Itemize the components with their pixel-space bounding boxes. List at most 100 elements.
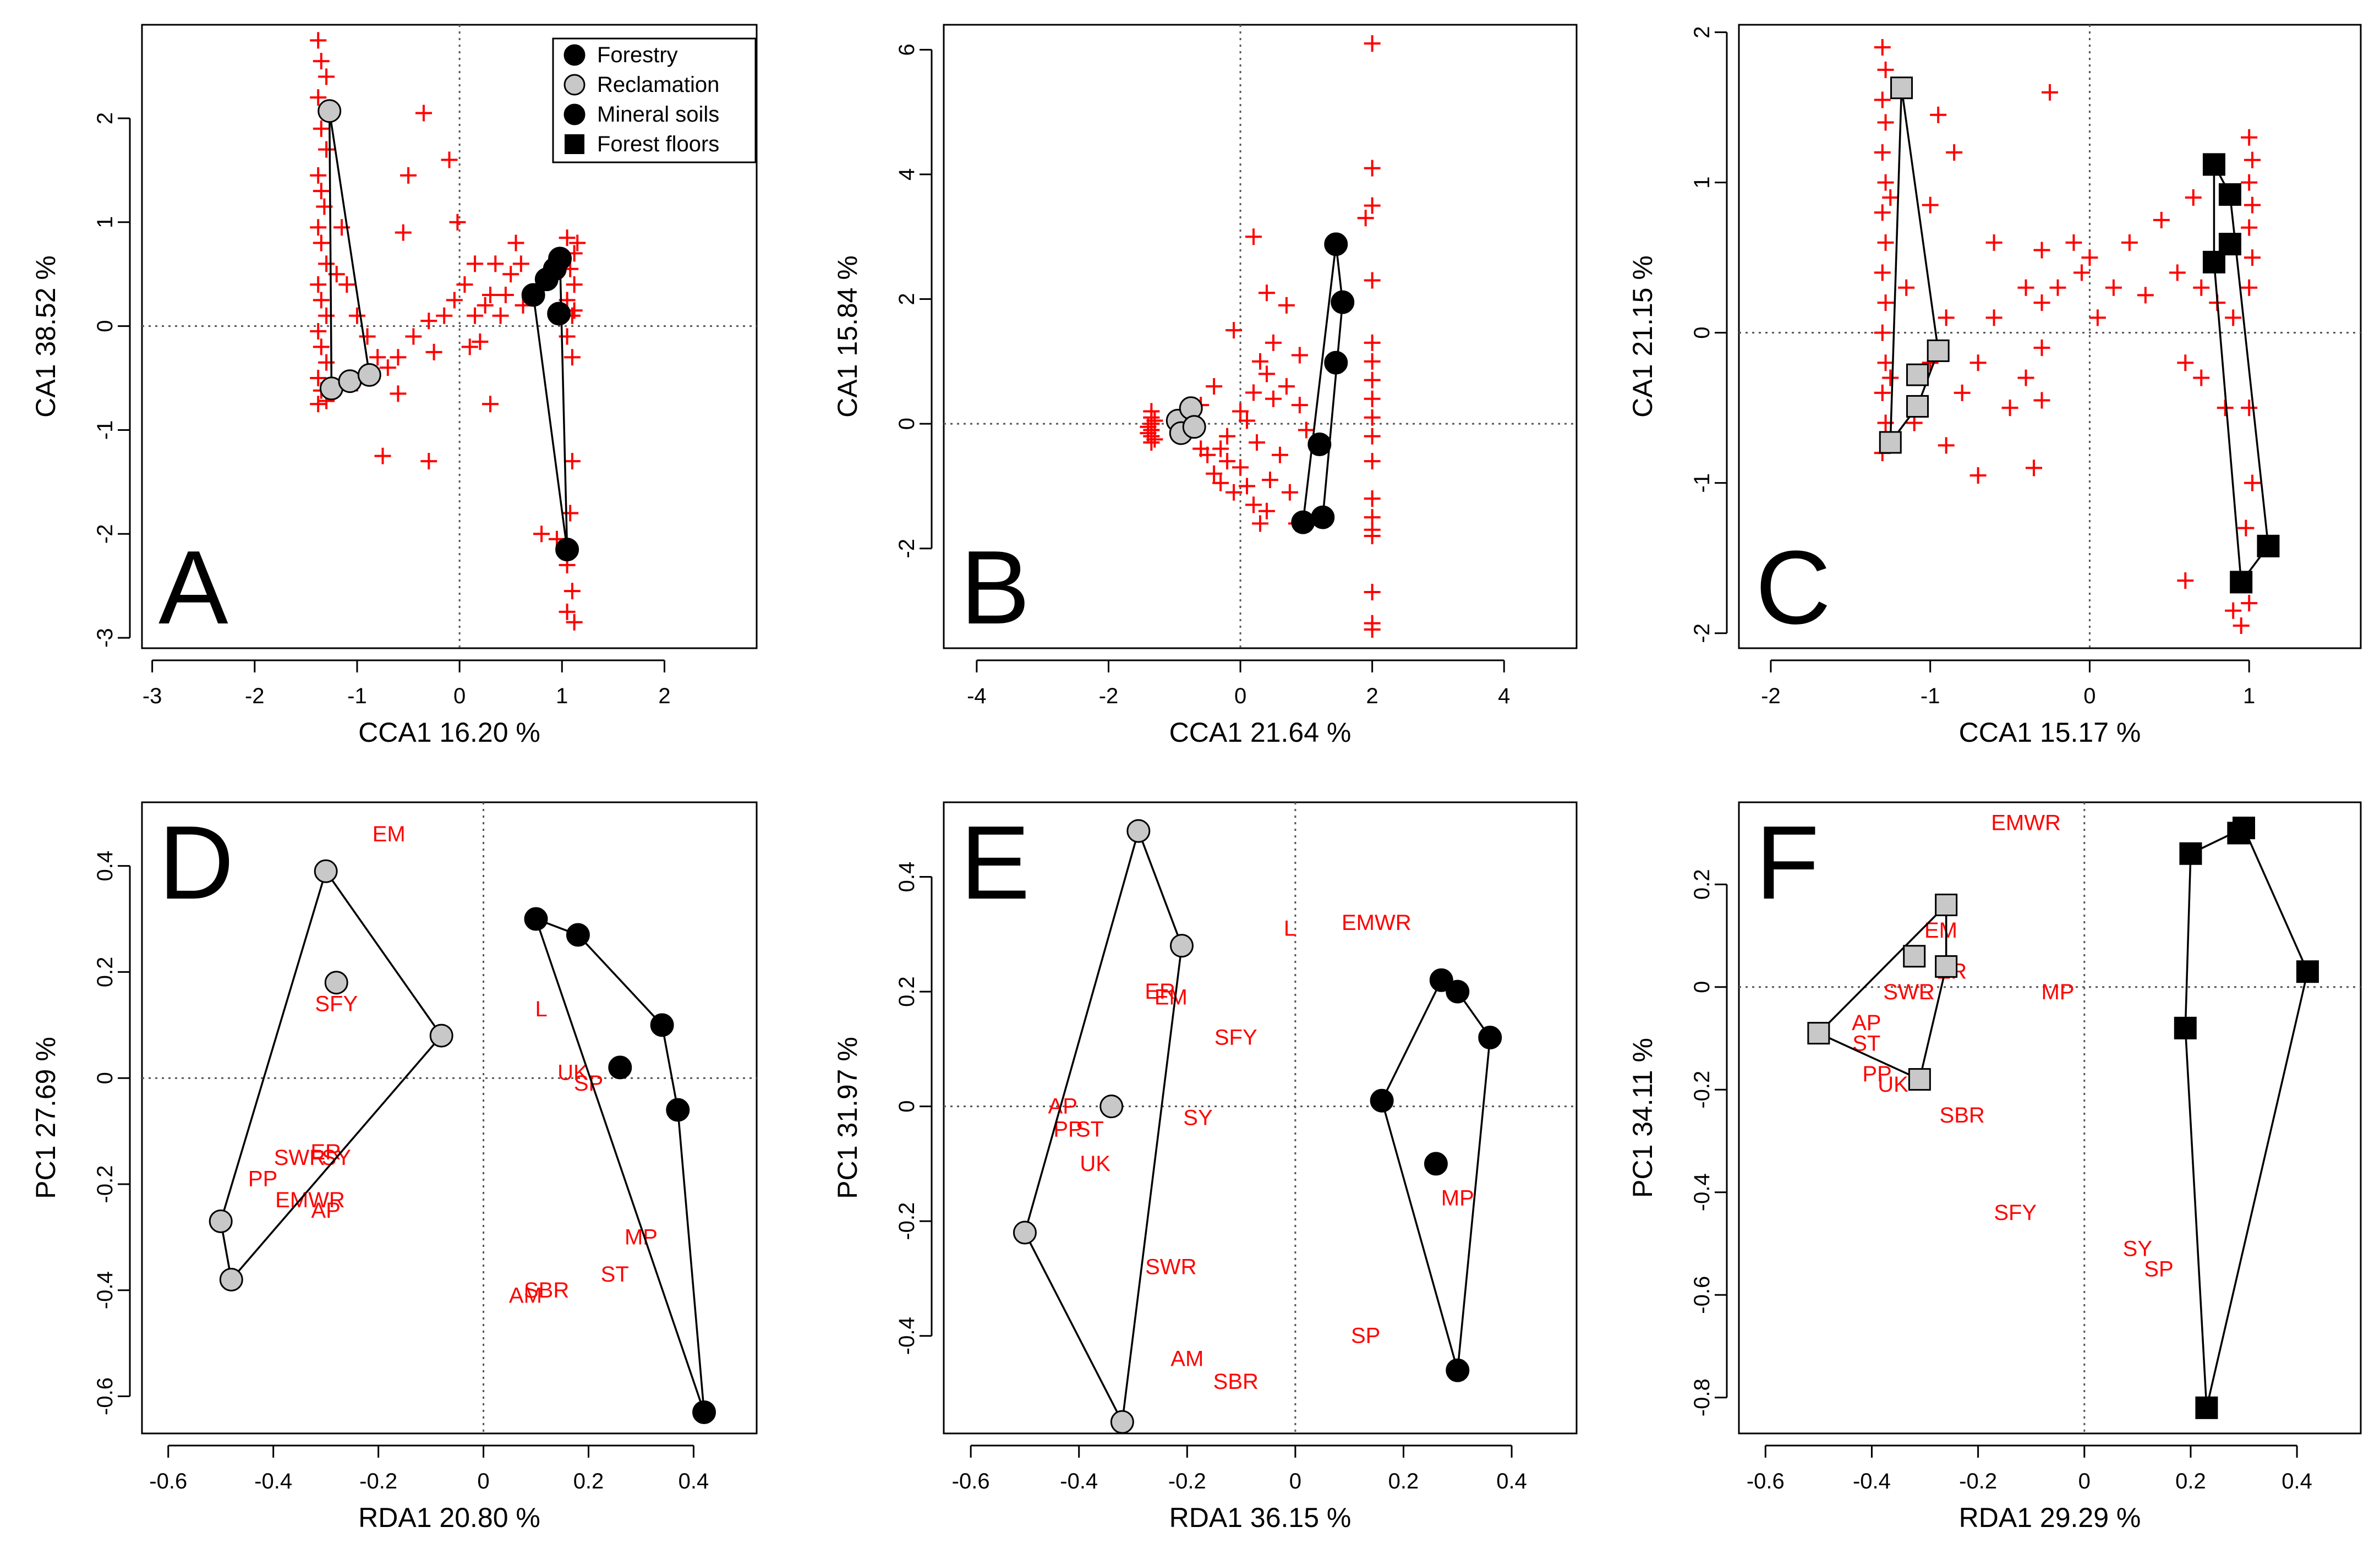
species-point	[1291, 397, 1308, 414]
species-point	[1225, 322, 1243, 339]
x-tick-label: -2	[1099, 684, 1119, 708]
species-point	[1245, 384, 1262, 401]
species-point	[2153, 211, 2170, 228]
species-point	[310, 396, 327, 413]
species-point	[2241, 174, 2258, 191]
y-tick-label: -2	[93, 524, 117, 544]
species-point	[310, 89, 327, 106]
y-tick-label: -2	[1690, 623, 1714, 643]
species-point	[390, 349, 407, 366]
species-label: ST	[1076, 1117, 1104, 1141]
species-point	[1364, 528, 1381, 545]
species-point	[1206, 378, 1223, 395]
species-point	[1364, 490, 1381, 507]
species-label: SBR	[1940, 1103, 1985, 1127]
species-point	[2137, 287, 2154, 304]
x-axis-title: CCA1 16.20 %	[358, 717, 540, 748]
species-point	[1877, 294, 1894, 311]
species-label: SP	[1351, 1324, 1380, 1348]
species-label: EM	[373, 822, 406, 846]
y-axis-title: CA1 15.84 %	[832, 255, 863, 418]
species-label: L	[535, 997, 547, 1021]
reclamation-site-marker	[1906, 395, 1929, 418]
plot-frame	[1738, 801, 2362, 1435]
species-point	[310, 32, 327, 49]
species-label: SP	[2144, 1257, 2173, 1282]
x-tick-label: 0.2	[1388, 1469, 1419, 1493]
species-point	[1245, 228, 1262, 245]
species-point	[310, 323, 327, 340]
y-tick-label: 1	[93, 216, 117, 228]
species-point	[2033, 339, 2050, 356]
panel-F: -0.6 -0.4 -0.2 0 0.2 0.4 -0.8 -0.6 -0.4 -0.2 0 0.2 R…	[1627, 801, 2362, 1533]
species-point	[2225, 309, 2242, 326]
y-tick-label: -2	[895, 539, 919, 559]
species-point	[482, 396, 499, 413]
species-label: MP	[2041, 980, 2074, 1004]
species-point	[1882, 369, 1899, 386]
species-point	[2241, 129, 2258, 146]
species-point	[563, 583, 581, 600]
y-axis-title: CA1 38.52 %	[30, 255, 61, 418]
species-point	[1954, 384, 1971, 401]
species-point	[1239, 412, 1256, 429]
species-label: ER	[1145, 979, 1175, 1004]
x-tick-label: 0.4	[679, 1469, 709, 1493]
species-point	[1985, 234, 2003, 251]
y-tick-label: 0	[895, 1101, 919, 1113]
forestry-site-marker	[521, 283, 545, 307]
x-axis-title: RDA1 29.29 %	[1959, 1502, 2141, 1533]
species-point	[2177, 572, 2194, 589]
panel-A: -3 -2 -1 0 1 2 -3 -2 -1 0 1 2 CCA1 16.20 % CA1 38.52 …	[30, 24, 758, 748]
reclamation-site-marker	[1013, 1220, 1037, 1245]
species-point	[1874, 204, 1891, 221]
y-tick-label: 0.2	[1690, 869, 1714, 900]
species-point	[1258, 365, 1275, 382]
y-tick-label: 6	[895, 43, 919, 56]
forestry-site-marker	[2296, 960, 2319, 983]
forestry-site-marker	[666, 1098, 690, 1122]
species-label: EM	[1155, 986, 1188, 1010]
forestry-site-marker	[2202, 250, 2225, 273]
legend-marker-square	[565, 134, 584, 154]
species-point	[2244, 196, 2261, 214]
species-point	[1265, 334, 1282, 351]
species-point	[1212, 474, 1229, 491]
species-point	[2081, 249, 2098, 266]
species-point	[369, 349, 386, 366]
forestry-site-marker	[1324, 232, 1348, 256]
species-point	[310, 167, 327, 184]
species-point	[310, 219, 327, 236]
species-label: SBR	[1213, 1370, 1259, 1394]
species-point	[2042, 84, 2058, 101]
species-point	[2121, 234, 2138, 251]
forestry-site-marker	[2230, 571, 2253, 594]
plot-frame	[943, 801, 1578, 1435]
species-point	[1232, 459, 1249, 476]
species-point	[390, 385, 407, 402]
species-point	[1261, 472, 1278, 489]
x-tick-label: 0.2	[573, 1469, 604, 1493]
species-point	[1874, 264, 1891, 281]
species-point	[2026, 459, 2043, 477]
reclamation-site-marker	[1906, 363, 1929, 386]
species-point	[461, 338, 478, 355]
y-axis-title: PC1 27.69 %	[30, 1037, 61, 1199]
reclamation-site-marker	[1890, 76, 1913, 100]
y-axis-title: PC1 34.11 %	[1627, 1038, 1658, 1198]
legend-label: Mineral soils	[597, 102, 719, 127]
legend-marker-circle	[563, 74, 586, 96]
species-point	[2033, 294, 2050, 311]
species-point	[477, 297, 494, 314]
panel-letter: E	[960, 804, 1030, 921]
panel-letter: D	[158, 804, 234, 921]
species-point	[1364, 428, 1381, 445]
forestry-site-marker	[2233, 817, 2256, 840]
y-tick-label: -0.2	[895, 1202, 919, 1240]
x-tick-label: -0.4	[254, 1469, 292, 1493]
species-point	[467, 307, 484, 324]
x-tick-label: -0.6	[952, 1469, 990, 1493]
forestry-site-marker	[548, 247, 572, 271]
species-label: ER	[310, 1140, 341, 1164]
species-point	[1877, 61, 1894, 78]
